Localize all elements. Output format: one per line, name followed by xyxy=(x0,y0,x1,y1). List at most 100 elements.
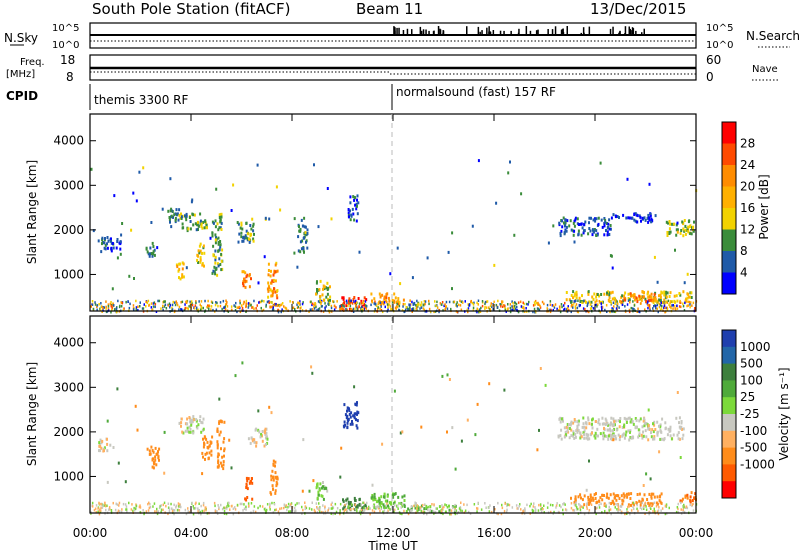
velocity-gate xyxy=(647,427,650,431)
velocity-gate xyxy=(467,510,470,514)
velocity-gate xyxy=(523,512,526,515)
velocity-gate xyxy=(694,492,697,496)
power-gate xyxy=(669,222,672,226)
power-gate xyxy=(565,298,568,302)
velocity-gate xyxy=(594,436,597,440)
velocity-gate xyxy=(643,424,646,428)
velocity-gate xyxy=(401,502,404,506)
y-tick-label: 1000 xyxy=(53,469,84,483)
nsky-spike xyxy=(535,30,538,35)
power-gate xyxy=(684,301,686,305)
power-gate xyxy=(525,307,527,310)
velocity-gate xyxy=(686,506,689,510)
power-gate xyxy=(117,299,119,303)
velocity-gate xyxy=(346,510,349,513)
velocity-gate xyxy=(424,503,426,506)
power-gate xyxy=(687,220,690,224)
power-gate xyxy=(142,307,145,310)
power-gate xyxy=(264,216,267,220)
power-colorbar-segment xyxy=(722,229,736,252)
power-gate xyxy=(522,301,524,304)
power-gate xyxy=(317,225,320,229)
power-gate xyxy=(673,299,676,303)
power-gate xyxy=(200,305,203,309)
power-gate xyxy=(279,208,282,212)
power-gate xyxy=(244,285,247,289)
velocity-gate xyxy=(130,508,133,511)
power-gate xyxy=(244,234,247,238)
velocity-gate xyxy=(574,432,577,436)
power-gate xyxy=(575,303,578,306)
power-gate xyxy=(174,303,177,307)
velocity-gate xyxy=(578,503,580,506)
power-gate xyxy=(477,303,479,306)
power-gate xyxy=(601,225,604,229)
power-gate xyxy=(417,302,420,306)
velocity-gate xyxy=(679,426,682,430)
power-gate xyxy=(175,300,177,303)
velocity-gate xyxy=(181,430,184,434)
velocity-colorbar-tick: 25 xyxy=(740,390,755,404)
velocity-gate xyxy=(239,502,242,506)
velocity-gate xyxy=(223,509,226,513)
velocity-gate xyxy=(312,479,315,483)
velocity-gate xyxy=(358,503,361,507)
power-gate xyxy=(610,302,613,305)
power-gate xyxy=(323,298,326,302)
nsky-spike xyxy=(632,28,635,35)
velocity-gate xyxy=(163,471,166,475)
velocity-gate xyxy=(451,426,454,430)
velocity-gate xyxy=(155,452,158,456)
power-gate xyxy=(105,300,107,303)
power-gate xyxy=(243,277,245,281)
velocity-gate xyxy=(684,495,687,499)
velocity-gate xyxy=(202,445,205,449)
power-gate xyxy=(492,307,494,311)
power-gate xyxy=(606,291,608,295)
velocity-gate xyxy=(223,506,225,510)
velocity-gate xyxy=(650,492,653,496)
power-gate xyxy=(203,251,206,255)
velocity-gate xyxy=(348,409,351,413)
velocity-gate xyxy=(156,511,159,514)
power-gate xyxy=(420,301,423,304)
velocity-gate xyxy=(355,403,358,407)
velocity-gate xyxy=(151,465,154,469)
power-gate xyxy=(377,302,380,306)
velocity-gate xyxy=(403,499,406,502)
power-gate xyxy=(349,304,352,308)
velocity-gate xyxy=(277,510,280,513)
power-gate xyxy=(576,222,579,226)
velocity-gate xyxy=(516,507,518,510)
velocity-gate xyxy=(104,502,106,505)
velocity-gate xyxy=(590,498,593,502)
power-gate xyxy=(603,224,606,228)
velocity-gate xyxy=(586,507,588,510)
velocity-gate xyxy=(644,501,647,505)
velocity-gate xyxy=(530,502,532,506)
power-gate xyxy=(655,306,657,310)
velocity-gate xyxy=(587,418,590,422)
velocity-gate xyxy=(349,506,352,510)
power-gate xyxy=(385,296,388,300)
velocity-gate xyxy=(246,479,249,483)
power-gate xyxy=(137,305,139,308)
velocity-gate xyxy=(364,507,367,510)
power-gate xyxy=(412,308,415,312)
power-gate xyxy=(435,304,437,307)
power-gate xyxy=(533,307,536,311)
velocity-gate xyxy=(665,505,668,508)
power-gate xyxy=(257,281,260,285)
velocity-gate xyxy=(252,509,255,513)
nsky-spike xyxy=(428,30,430,35)
velocity-gate xyxy=(691,499,694,502)
power-gate xyxy=(673,294,676,298)
power-gate xyxy=(443,304,445,308)
power-gate xyxy=(644,297,647,301)
velocity-gate xyxy=(98,502,101,505)
velocity-gate xyxy=(322,497,325,501)
power-colorbar-segment xyxy=(722,122,736,144)
velocity-gate xyxy=(653,420,656,424)
velocity-gate xyxy=(347,506,350,509)
